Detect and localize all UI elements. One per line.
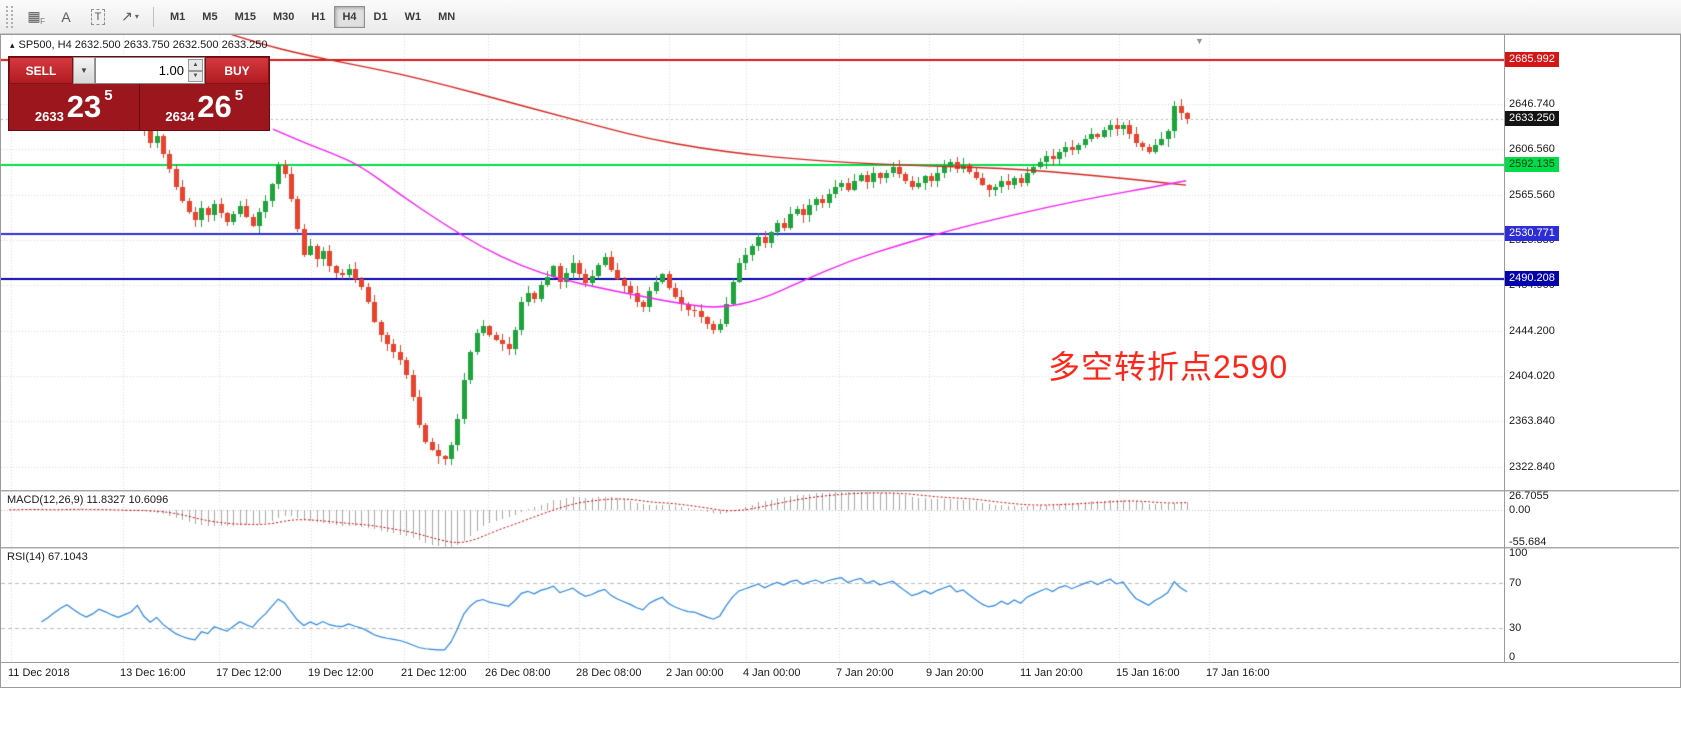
collapse-arrow-icon: ▴: [10, 39, 15, 50]
time-axis-label: 17 Jan 16:00: [1206, 667, 1270, 679]
macd-panel-canvas[interactable]: [1, 492, 1504, 547]
sell-price-prefix: 2633: [34, 109, 64, 124]
rsi-panel-canvas[interactable]: [1, 549, 1504, 662]
macd-panel-divider[interactable]: [1, 490, 1679, 492]
macd-axis-label: 26.7055: [1509, 490, 1549, 502]
sell-price[interactable]: 2633 23 5: [9, 84, 139, 130]
buy-button[interactable]: BUY: [205, 57, 269, 84]
timeframe-group: M1 M5 M15 M30 H1 H4 D1 W1 MN: [162, 5, 464, 28]
trade-panel-controls: SELL ▼ ▲ ▼ BUY: [9, 57, 269, 84]
sell-price-big: 23: [66, 89, 102, 124]
price-axis-label: 2606.560: [1509, 143, 1555, 155]
time-axis-label: 21 Dec 12:00: [401, 667, 467, 679]
timeframe-m30-button[interactable]: M30: [272, 10, 295, 23]
objects-icon: ↗: [121, 8, 133, 24]
time-axis-label: 17 Dec 12:00: [216, 667, 282, 679]
price-tag-2592.135: 2592.135: [1505, 157, 1559, 172]
buy-price-sup: 5: [234, 87, 244, 104]
time-axis-label: 26 Dec 08:00: [485, 667, 551, 679]
price-tag-2633.250: 2633.250: [1505, 111, 1559, 126]
chevron-down-icon: ▼: [80, 66, 88, 75]
sell-price-sup: 5: [104, 87, 113, 104]
volume-input[interactable]: [95, 57, 205, 84]
tick-chart-icon: ▦: [27, 8, 41, 24]
time-axis-label: 4 Jan 00:00: [743, 667, 801, 679]
text-label-icon: A: [61, 8, 71, 25]
price-tag-2530.771: 2530.771: [1505, 226, 1559, 241]
price-axis-label: 2646.740: [1509, 98, 1555, 110]
time-axis-label: 15 Jan 16:00: [1116, 667, 1180, 679]
sell-button[interactable]: SELL: [9, 57, 73, 84]
objects-tool-button[interactable]: ↗ ▾: [115, 5, 145, 29]
price-tag-2685.992: 2685.992: [1505, 52, 1559, 67]
rsi-panel-divider[interactable]: [1, 547, 1679, 549]
buy-price-big: 26: [197, 89, 232, 124]
chevron-down-icon: ▾: [134, 12, 139, 21]
text-box-tool-button[interactable]: T: [83, 5, 113, 29]
time-axis-label: 28 Dec 08:00: [576, 667, 642, 679]
time-axis-label: 11 Dec 2018: [8, 667, 70, 679]
tick-chart-tool-button[interactable]: ▦ F: [19, 5, 49, 29]
volume-decrease-button[interactable]: ▼: [188, 70, 203, 82]
timeframe-m15-button[interactable]: M15: [234, 10, 256, 23]
rsi-axis-label: 30: [1509, 622, 1522, 634]
chart-shift-marker-icon: ▼: [1195, 36, 1204, 46]
time-axis-divider: [1, 662, 1679, 663]
timeframe-d1-button[interactable]: D1: [373, 10, 388, 23]
macd-axis-label: -55.684: [1509, 536, 1547, 548]
trade-panel-prices: 2633 23 5 2634 26 5: [9, 84, 269, 130]
price-axis-border: [1504, 35, 1505, 662]
volume-field-wrap: ▲ ▼: [95, 57, 205, 84]
time-axis-label: 11 Jan 20:00: [1020, 667, 1083, 679]
volume-dropdown-button[interactable]: ▼: [73, 57, 95, 84]
time-axis-label: 9 Jan 20:00: [926, 667, 984, 679]
timeframe-m1-button[interactable]: M1: [170, 10, 186, 23]
tick-chart-sub-label: F: [40, 16, 45, 26]
symbol-ohlc-text: SP500, H4 2632.500 2633.750 2632.500 263…: [18, 39, 268, 51]
buy-price[interactable]: 2634 26 5: [140, 84, 270, 130]
price-tag-2490.208: 2490.208: [1505, 271, 1559, 286]
price-axis-label: 2322.840: [1509, 461, 1555, 473]
timeframe-h4-button[interactable]: H4: [334, 5, 365, 28]
symbol-header: ▴ SP500, H4 2632.500 2633.750 2632.500 2…: [10, 39, 267, 51]
toolbar-grip[interactable]: [6, 5, 13, 28]
toolbar-separator: [153, 6, 154, 27]
top-toolbar: ▦ F A T ↗ ▾ M1 M5 M15 M30 H1 H4 D1 W1 MN: [0, 0, 1681, 34]
time-axis-label: 13 Dec 16:00: [120, 667, 186, 679]
timeframe-m5-button[interactable]: M5: [202, 10, 218, 23]
rsi-axis-label: 100: [1509, 547, 1528, 559]
timeframe-h1-button[interactable]: H1: [311, 10, 326, 23]
rsi-axis-label: 70: [1509, 577, 1522, 589]
price-axis-label: 2363.840: [1509, 415, 1555, 427]
one-click-trading-panel: SELL ▼ ▲ ▼ BUY 2633 23 5 2634 26 5: [8, 56, 270, 131]
chart-text-annotation[interactable]: 多空转折点2590: [1048, 349, 1289, 385]
tools-group: ▦ F A T ↗ ▾: [19, 5, 147, 29]
timeframe-w1-button[interactable]: W1: [404, 10, 422, 23]
price-axis-label: 2444.200: [1509, 325, 1555, 337]
volume-increase-button[interactable]: ▲: [188, 59, 203, 71]
macd-axis-label: 0.00: [1509, 504, 1531, 516]
macd-indicator-label: MACD(12,26,9) 11.8327 10.6096: [7, 494, 169, 506]
timeframe-mn-button[interactable]: MN: [438, 10, 456, 23]
time-axis-label: 2 Jan 00:00: [666, 667, 724, 679]
buy-price-prefix: 2634: [165, 109, 195, 124]
text-label-tool-button[interactable]: A: [51, 5, 81, 29]
rsi-indicator-label: RSI(14) 67.1043: [7, 551, 88, 563]
price-axis-label: 2404.020: [1509, 370, 1555, 382]
price-divider: [138, 84, 140, 130]
rsi-axis-label: 0: [1509, 651, 1516, 663]
time-axis-label: 7 Jan 20:00: [836, 667, 894, 679]
price-axis-label: 2565.560: [1509, 189, 1555, 201]
time-axis-label: 19 Dec 12:00: [308, 667, 374, 679]
volume-stepper: ▲ ▼: [188, 59, 203, 82]
text-box-icon: T: [90, 8, 106, 25]
